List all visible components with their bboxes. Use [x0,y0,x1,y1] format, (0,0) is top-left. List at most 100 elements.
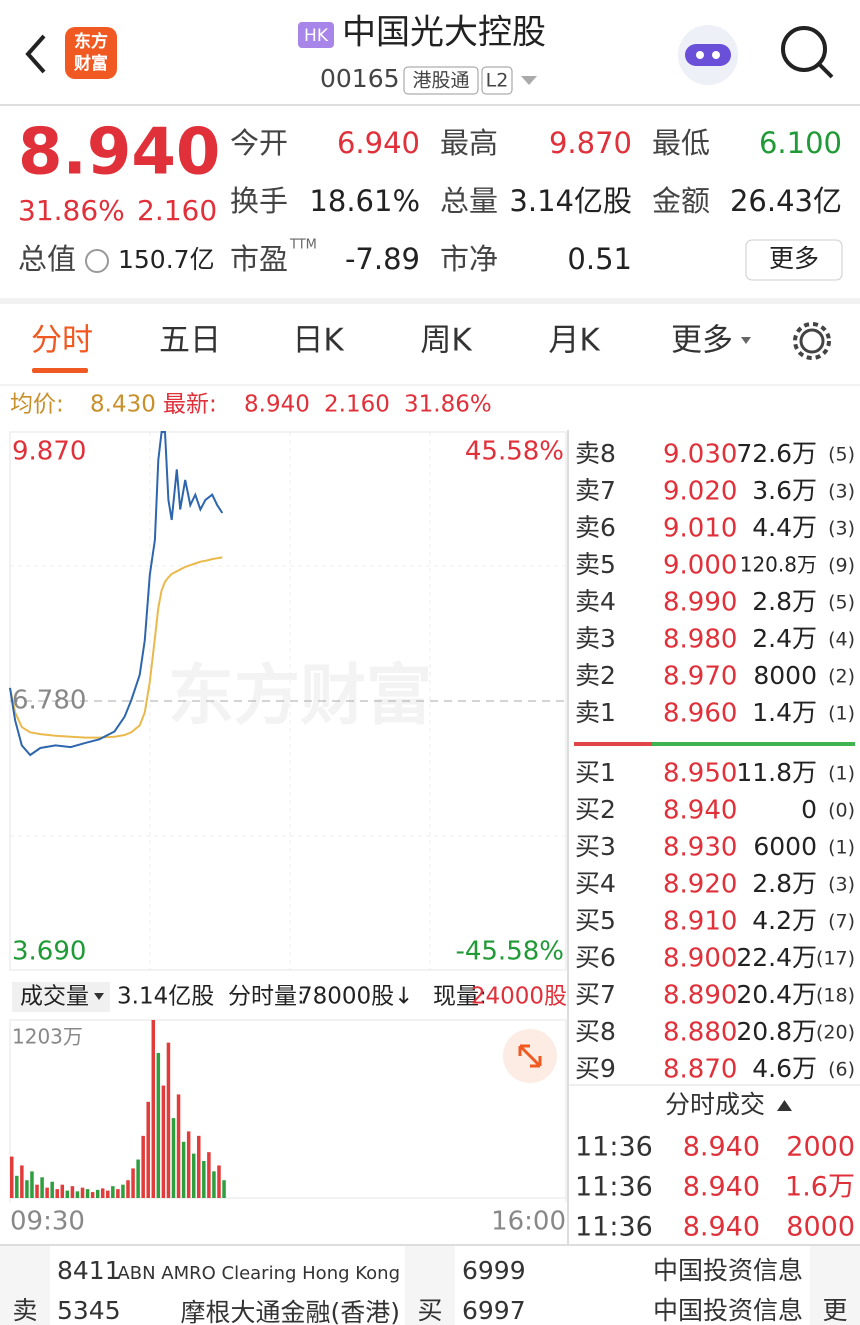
last-price: 8.940 [18,116,220,190]
info-icon[interactable] [85,249,109,273]
volume-bar [166,1042,171,1198]
volume-bar [222,1180,226,1198]
y2-tick-label: -45.58% [455,937,564,967]
dropdown-arrow [741,337,751,344]
book-volume: 0 [801,795,817,824]
tab[interactable]: 日K [292,323,344,359]
stat-label: 最低 [652,126,710,160]
volume-selector-text[interactable]: 成交量 [20,984,89,1010]
ticks-title[interactable]: 分时成交 [665,1090,765,1119]
tab[interactable]: 分时 [31,323,93,359]
book-count: (7) [828,911,855,933]
dropdown-arrow [94,993,104,1000]
book-price: 8.880 [663,1018,737,1048]
book-side: 卖5 [575,550,616,579]
grid [10,432,566,970]
book-volume: 6000 [753,832,817,861]
book-volume: 72.6万 [736,439,817,468]
broker-more[interactable]: 更 [822,1296,847,1325]
volume-bar [186,1131,191,1198]
book-price: 9.000 [663,551,737,581]
x-tick-label: 16:00 [491,1207,566,1237]
book-price: 9.020 [663,477,737,507]
book-count: (1) [828,703,855,725]
tab[interactable]: 月K [548,323,600,359]
book-price: 8.890 [663,981,737,1011]
book-side: 买5 [575,906,616,935]
more-button[interactable] [745,239,843,281]
price-line [9,556,223,739]
assistant-eye [696,51,704,59]
stat-value: -7.89 [345,242,420,276]
book-side: 买7 [575,980,616,1009]
book-volume: 3.6万 [752,476,817,505]
volume-bar [40,1177,44,1198]
broker-id: 8411 [57,1256,121,1285]
volume-selector[interactable] [12,982,110,1012]
stat-label: 市盈 [230,242,288,276]
search-button[interactable] [781,26,827,72]
tab[interactable]: 更多 [671,323,733,359]
volume-bar [50,1181,54,1198]
more-button-text[interactable]: 更多 [769,244,819,273]
back-button[interactable] [25,34,46,74]
volume-bar [80,1187,85,1198]
book-count: (18) [816,985,855,1007]
book-count: (9) [828,555,855,577]
book-count: (2) [828,666,855,688]
tab[interactable]: 五日 [159,323,221,359]
logo-text: 财富 [73,53,108,74]
book-volume: 2.8万 [752,587,817,616]
book-price: 8.940 [663,796,737,826]
settings-button[interactable] [799,328,825,354]
book-side: 卖4 [575,587,616,616]
minute-volume: 78000股↓ [298,984,413,1010]
broker-id: 6999 [462,1256,526,1285]
stat-value: 150.7亿 [118,245,215,274]
broker-side [405,1246,455,1325]
book-volume: 20.8万 [736,1017,817,1046]
dropdown-arrow[interactable] [521,76,537,85]
book-price: 8.870 [663,1055,737,1085]
tick-time: 11:36 [575,1172,653,1203]
broker-side: 买 [417,1296,442,1325]
book-volume: 1.4万 [752,698,817,727]
book-price: 8.980 [663,625,737,655]
sort-arrow[interactable] [777,1100,792,1111]
stat-label: 金额 [652,184,710,218]
book-side: 卖7 [575,476,616,505]
tick-time: 11:36 [575,1212,653,1243]
tab[interactable]: 周K [420,323,472,359]
book-price: 8.910 [663,907,737,937]
book-side: 卖1 [575,698,616,727]
book-volume: 2.8万 [752,869,817,898]
info-value: 31.86% [404,392,492,418]
volume-bar [25,1180,29,1198]
tick-price: 8.940 [683,1172,760,1203]
stat-label: 换手 [230,184,288,218]
info-value: 8.430 [90,392,156,418]
volume-bar [181,1141,186,1198]
assistant-eye [712,51,720,59]
volume-bar [85,1189,90,1198]
volume-bar [136,1159,140,1198]
divider [0,298,860,304]
volume-bar [146,1101,150,1198]
y-tick-label: 3.690 [12,937,86,967]
volume-total: 3.14亿股 [117,984,214,1010]
book-count: (1) [828,763,855,785]
broker-more[interactable] [810,1246,860,1325]
book-count: (5) [828,444,855,466]
book-count: (3) [828,518,855,540]
volume-bar [60,1184,65,1198]
tick-volume: 8000 [786,1212,855,1243]
stat-label: 市净 [440,242,498,276]
book-volume: 120.8万 [740,553,817,577]
stat-sup: TTM [289,238,317,253]
broker-name: ABN AMRO Clearing Hong Kong [117,1263,400,1284]
volume-bar [35,1184,39,1198]
book-price: 8.990 [663,588,737,618]
